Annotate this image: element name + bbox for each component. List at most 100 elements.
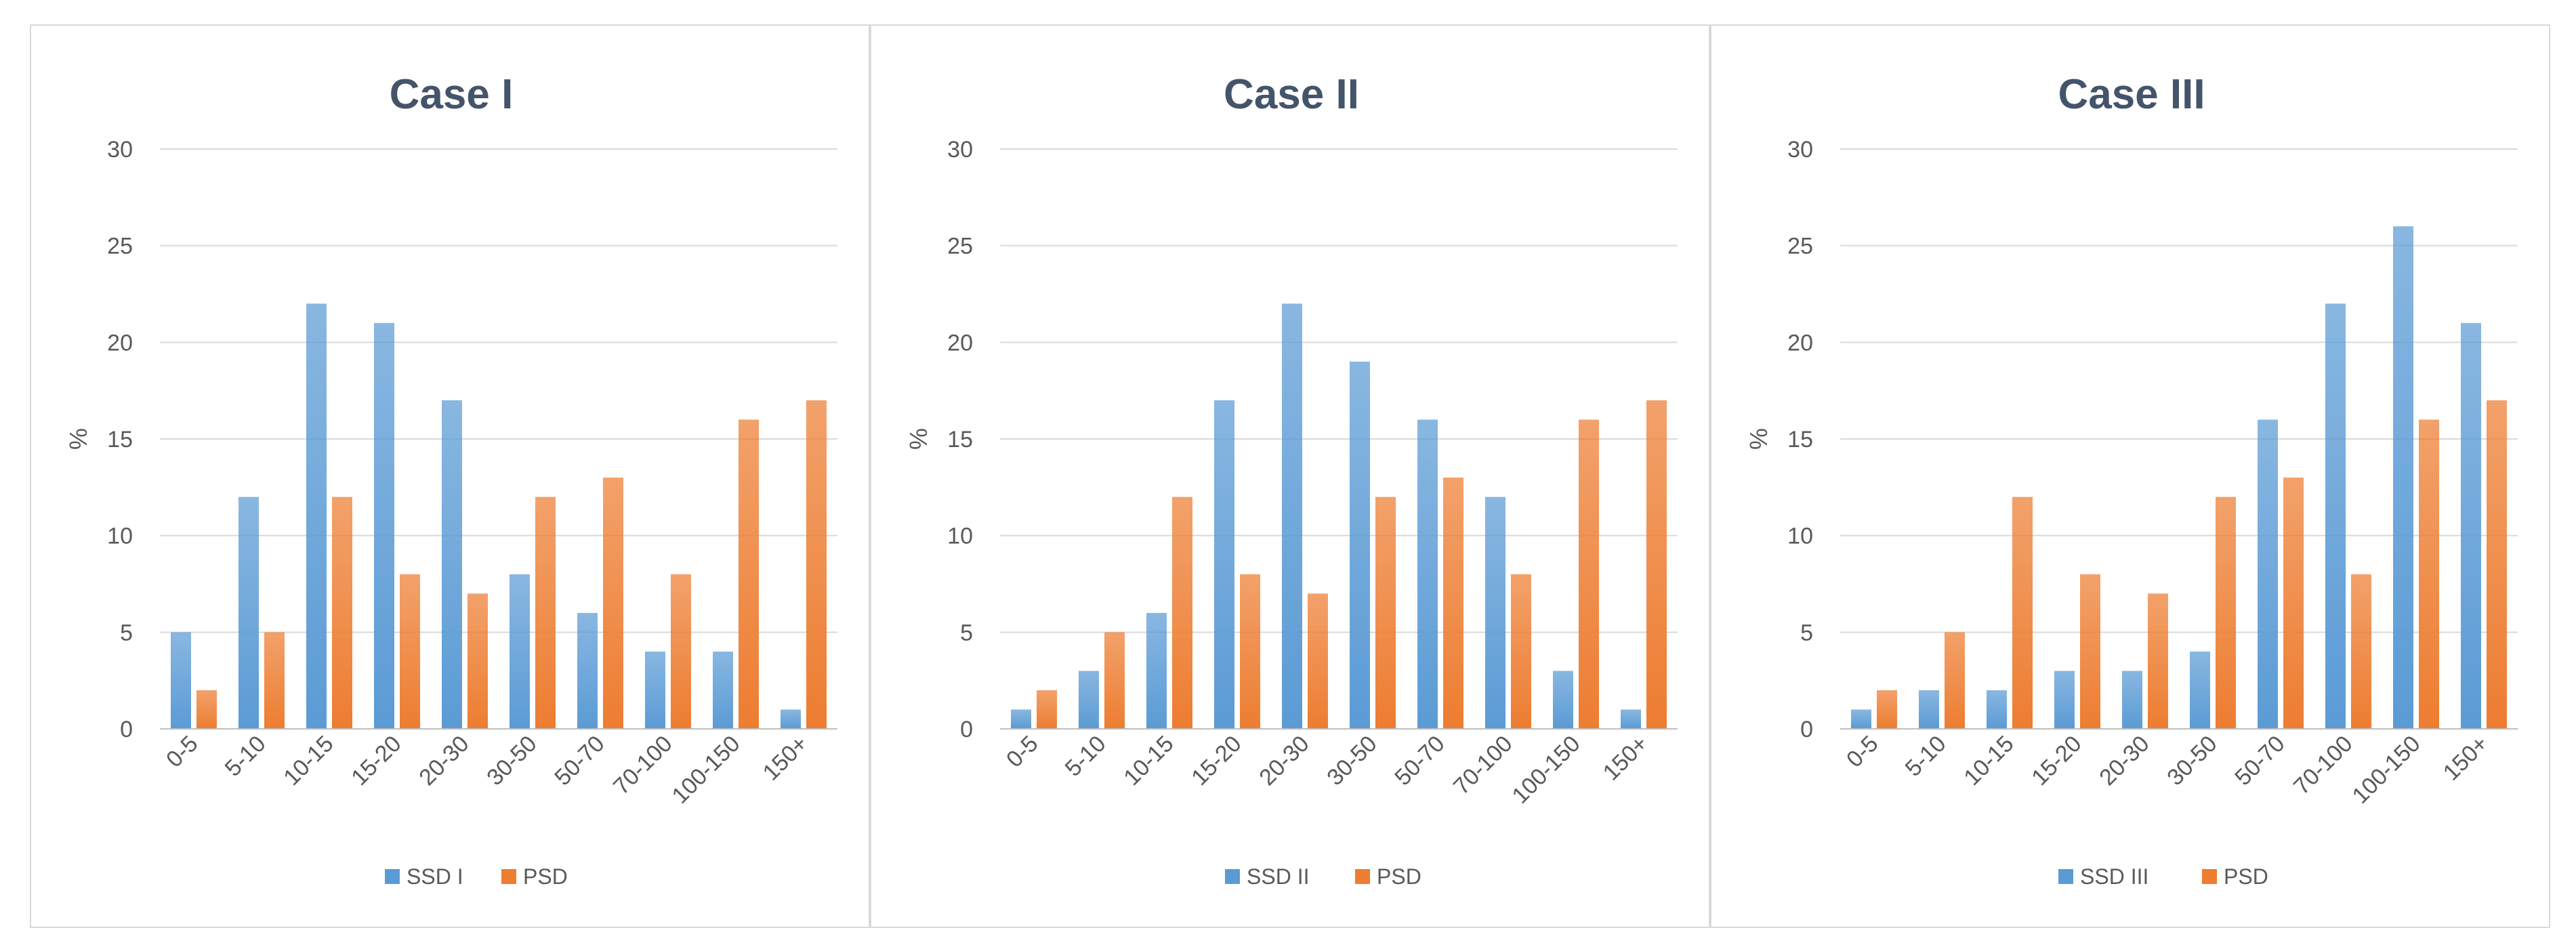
- bar-ssd-iii-5-10: [1919, 690, 1939, 729]
- bar-ssd-ii-0-5: [1011, 709, 1031, 729]
- chart-case-2: Case II 0 5 10 15 20 25 30% 0-5 5-10 10-15 15-20 20-…: [905, 71, 1678, 889]
- x-tick-label: 100-150: [667, 731, 745, 809]
- bar-ssd-ii-20-30: [1282, 303, 1302, 729]
- bar-psd-150: [2487, 400, 2507, 729]
- bar-psd-50-70: [2283, 478, 2304, 729]
- bar-psd-150: [1646, 400, 1667, 729]
- bar-ssd-ii-100-150: [1553, 671, 1573, 729]
- y-tick-label: 30: [947, 137, 973, 163]
- bar-ssd-ii-30-50: [1350, 361, 1370, 729]
- x-tick-label: 10-15: [1959, 731, 2018, 791]
- chart-case-3: Case III 0 5 10 15 20 25 30% 0-5 5-10 10-15 15-20 20…: [1745, 71, 2518, 889]
- bar-ssd-iii-0-5: [1851, 709, 1871, 729]
- legend-swatch-ssd-iii: [2058, 869, 2073, 884]
- bar-ssd-i-15-20: [374, 322, 394, 729]
- chart-title: Case II: [1224, 71, 1359, 118]
- y-tick-label: 5: [1800, 620, 1813, 646]
- x-tick-label: 10-15: [278, 731, 338, 791]
- bar-ssd-i-100-150: [713, 651, 733, 729]
- chart-panel-case-1: Case I 0 5 10 15 20 25 30% 0-5 5-10 10-15 15-20 20-3…: [30, 24, 870, 928]
- y-tick-label: 15: [1787, 427, 1813, 453]
- bar-psd-15-20: [400, 574, 420, 729]
- bar-psd-70-100: [671, 574, 691, 729]
- y-tick-label: 0: [1800, 717, 1813, 742]
- x-tick-label: 0-5: [1001, 731, 1043, 773]
- y-tick-label: 20: [947, 330, 973, 356]
- bar-ssd-i-20-30: [442, 400, 462, 729]
- legend-label-ssd-iii: SSD III: [2080, 864, 2148, 889]
- bar-psd-70-100: [2351, 574, 2371, 729]
- x-tick-label: 50-70: [2230, 731, 2289, 791]
- legend-label-ssd-ii: SSD II: [1247, 864, 1309, 889]
- x-tick-label: 150+: [2438, 731, 2493, 786]
- legend-label-psd: PSD: [2224, 864, 2268, 889]
- y-tick-label: 20: [1787, 330, 1813, 356]
- bar-ssd-iii-30-50: [2190, 651, 2210, 729]
- x-tick-label: 30-50: [2162, 731, 2222, 791]
- x-tick-label: 30-50: [482, 731, 541, 791]
- y-tick-label: 10: [1787, 524, 1813, 549]
- y-tick-label: 15: [947, 427, 973, 453]
- y-tick-label: 30: [107, 137, 133, 163]
- x-tick-label: 5-10: [220, 731, 271, 782]
- bar-psd-50-70: [603, 478, 623, 729]
- chart-title: Case III: [2058, 71, 2205, 118]
- y-tick-label: 0: [120, 717, 133, 742]
- y-tick-label: 5: [120, 620, 133, 646]
- legend-swatch-psd: [501, 869, 516, 884]
- bar-ssd-i-0-5: [171, 632, 191, 729]
- bar-psd-5-10: [1945, 632, 1965, 729]
- y-tick-label: 0: [960, 717, 973, 742]
- y-axis-label: %: [1745, 428, 1772, 450]
- bar-psd-15-20: [1240, 574, 1260, 729]
- chart-panel-case-3: Case III 0 5 10 15 20 25 30% 0-5 5-10 10-15 15-20 20…: [1710, 24, 2550, 928]
- bar-ssd-ii-150: [1621, 709, 1641, 729]
- bar-psd-30-50: [2216, 497, 2236, 729]
- x-tick-label: 70-100: [608, 731, 678, 800]
- bar-ssd-i-5-10: [238, 497, 259, 729]
- bar-psd-5-10: [1104, 632, 1125, 729]
- y-tick-label: 15: [107, 427, 133, 453]
- bar-psd-50-70: [1443, 478, 1463, 729]
- x-tick-label: 0-5: [1842, 731, 1884, 773]
- bar-ssd-i-70-100: [645, 651, 665, 729]
- bar-ssd-iii-20-30: [2122, 671, 2142, 729]
- x-tick-label: 5-10: [1900, 731, 1951, 782]
- legend-swatch-ssd-ii: [1225, 869, 1240, 884]
- x-tick-label: 10-15: [1119, 731, 1178, 791]
- legend-swatch-psd: [1355, 869, 1370, 884]
- legend-label-psd: PSD: [1377, 864, 1421, 889]
- bar-ssd-ii-50-70: [1417, 419, 1438, 729]
- y-tick-label: 5: [960, 620, 973, 646]
- chart-panel-case-2: Case II 0 5 10 15 20 25 30% 0-5 5-10 10-15 15-20 20-…: [870, 24, 1710, 928]
- x-tick-label: 50-70: [1390, 731, 1449, 791]
- legend-swatch-psd: [2202, 869, 2217, 884]
- bar-ssd-ii-5-10: [1079, 671, 1099, 729]
- y-tick-label: 10: [947, 524, 973, 549]
- bar-psd-70-100: [1511, 574, 1531, 729]
- x-tick-label: 70-100: [2289, 731, 2358, 800]
- bar-ssd-i-50-70: [577, 612, 598, 729]
- bar-psd-5-10: [264, 632, 285, 729]
- x-tick-label: 20-30: [2094, 731, 2154, 791]
- x-tick-label: 50-70: [549, 731, 609, 791]
- bar-ssd-i-150: [781, 709, 801, 729]
- bar-ssd-i-30-50: [510, 574, 530, 729]
- y-tick-label: 25: [107, 234, 133, 259]
- x-tick-label: 20-30: [1254, 731, 1314, 791]
- x-tick-label: 150+: [1598, 731, 1653, 786]
- x-tick-label: 15-20: [346, 731, 406, 791]
- bar-ssd-ii-10-15: [1146, 612, 1167, 729]
- y-axis-label: %: [905, 428, 932, 450]
- bar-psd-30-50: [535, 497, 556, 729]
- x-tick-label: 100-150: [1508, 731, 1585, 809]
- bar-ssd-i-10-15: [306, 303, 327, 729]
- bar-psd-100-150: [739, 419, 759, 729]
- bar-psd-0-5: [1037, 690, 1057, 729]
- chart-title: Case I: [390, 71, 514, 118]
- bar-psd-10-15: [1172, 497, 1192, 729]
- x-tick-label: 0-5: [161, 731, 203, 773]
- x-tick-label: 5-10: [1060, 731, 1111, 782]
- legend-label-psd: PSD: [523, 864, 568, 889]
- bar-ssd-iii-70-100: [2325, 303, 2346, 729]
